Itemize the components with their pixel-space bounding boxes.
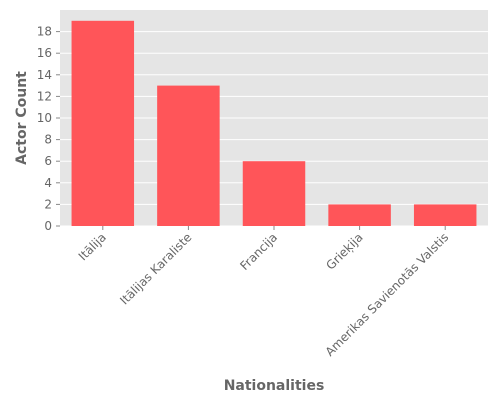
y-tick-label: 4 <box>44 176 52 190</box>
bars <box>71 20 477 226</box>
x-tick-label: Grieķija <box>323 230 365 272</box>
bar <box>328 204 391 226</box>
y-tick-label: 18 <box>37 25 52 39</box>
x-tick-label: Francija <box>237 230 280 273</box>
y-tick-label: 16 <box>37 46 52 60</box>
bar <box>413 204 477 226</box>
bar <box>242 161 306 226</box>
y-tick-label: 6 <box>44 154 52 168</box>
y-axis-title: Actor Count <box>14 71 30 165</box>
y-axis-ticks: 0 2 4 6 8 10 12 14 16 18 <box>37 25 60 233</box>
x-tick-label: Itālijas Karaliste <box>117 230 194 307</box>
y-tick-label: 0 <box>44 219 52 233</box>
y-tick-label: 10 <box>37 111 52 125</box>
y-tick-label: 12 <box>37 89 52 103</box>
x-tick-label: Itālija <box>76 230 109 263</box>
bar <box>71 20 135 226</box>
y-tick-label: 8 <box>44 133 52 147</box>
y-tick-label: 2 <box>44 197 52 211</box>
x-axis-title: Nationalities <box>224 378 325 394</box>
bar <box>157 85 220 226</box>
x-axis-ticks: Itālija Itālijas Karaliste Francija Grieķij… <box>76 226 451 359</box>
y-tick-label: 14 <box>37 68 52 82</box>
